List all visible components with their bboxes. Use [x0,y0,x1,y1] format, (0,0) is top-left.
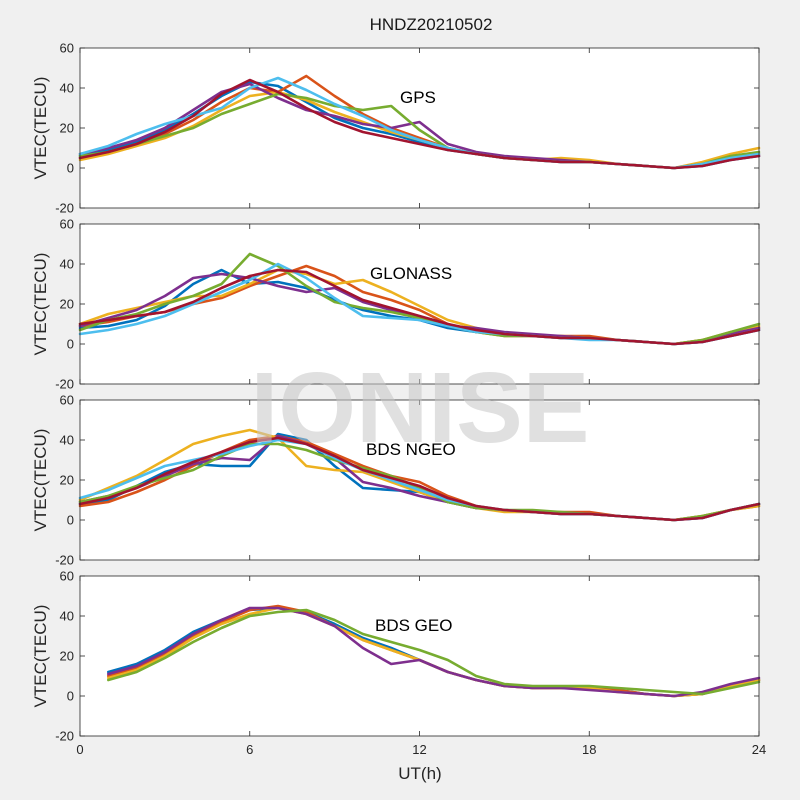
x-tick-label: 0 [76,742,83,757]
y-tick-label: 60 [60,393,74,408]
plot-area [80,400,759,560]
subplot-2: -20 0 20 40 60 VTEC(TECU) GLONASS [31,217,761,392]
y-tick-label: 60 [60,217,74,232]
watermark: IONISE [251,352,590,464]
y-tick-label: 60 [60,41,74,56]
constellation-annotation: GPS [400,88,436,107]
y-axis-label: VTEC(TECU) [31,77,50,180]
y-tick-label: -20 [55,201,74,216]
y-tick-label: 40 [60,433,74,448]
series-group [78,252,761,346]
y-tick-label: -20 [55,729,74,744]
x-tick-label: 12 [412,742,426,757]
y-tick-label: 0 [67,689,74,704]
y-tick-label: 60 [60,569,74,584]
subplot-3: -20 0 20 40 60 VTEC(TECU) BDS NGEO [31,393,761,568]
x-tick-label: 6 [246,742,253,757]
x-tick-label: 18 [582,742,596,757]
series-line-4 [107,606,761,698]
x-tick-label: 24 [752,742,766,757]
series-line-5 [107,608,761,696]
y-tick-label: 20 [60,121,74,136]
y-axis-label: VTEC(TECU) [31,253,50,356]
plot-area [80,576,759,736]
series-group [107,604,761,698]
series-line-7 [78,268,761,346]
series-line-7 [78,78,761,170]
x-axis-label: UT(h) [398,764,441,783]
y-axis-label: VTEC(TECU) [31,605,50,708]
y-axis-label: VTEC(TECU) [31,429,50,532]
constellation-annotation: BDS NGEO [366,440,456,459]
figure-title: HNDZ20210502 [370,15,493,34]
y-tick-label: 20 [60,649,74,664]
series-group [78,428,761,522]
y-tick-label: 0 [67,161,74,176]
constellation-annotation: GLONASS [370,264,452,283]
y-tick-label: 40 [60,257,74,272]
y-tick-label: 20 [60,473,74,488]
y-tick-label: 40 [60,609,74,624]
y-tick-label: 0 [67,513,74,528]
subplot-1: -20 0 20 40 60 VTEC(TECU) GPS [31,41,761,216]
y-tick-label: -20 [55,553,74,568]
series-group [78,74,761,170]
y-tick-label: -20 [55,377,74,392]
plot-area [80,48,759,208]
y-tick-label: 40 [60,81,74,96]
y-tick-label: 0 [67,337,74,352]
constellation-annotation: BDS GEO [375,616,452,635]
y-tick-label: 20 [60,297,74,312]
series-line-7 [78,436,761,522]
